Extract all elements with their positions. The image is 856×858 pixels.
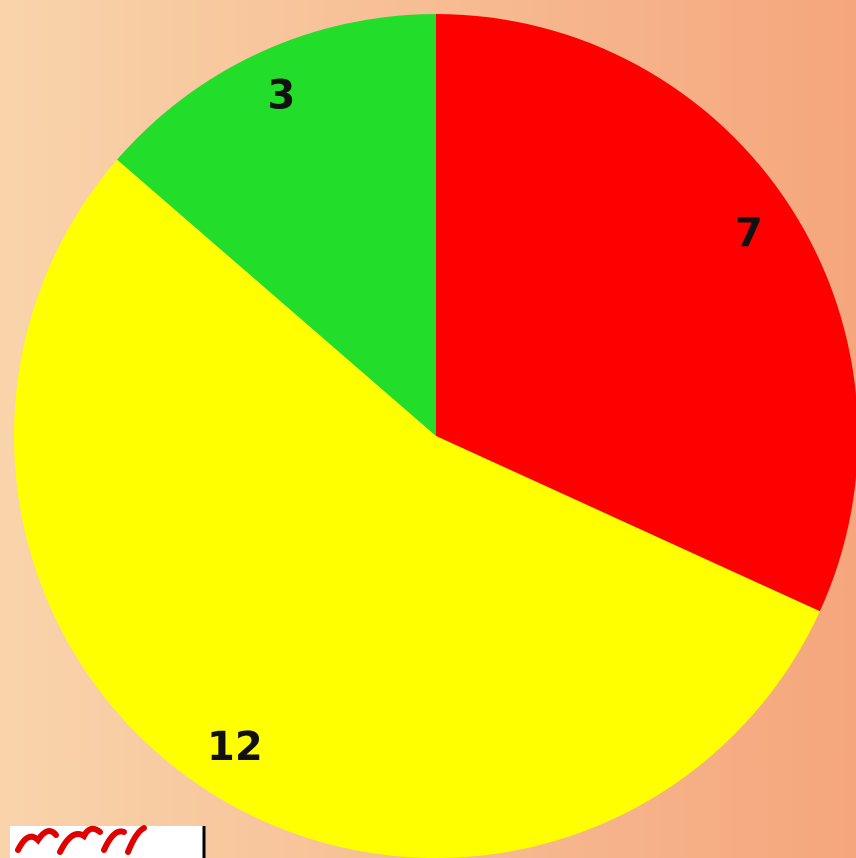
corner-logo	[10, 825, 206, 858]
pie: 7 12 3	[14, 14, 856, 858]
logo-scribble	[15, 825, 147, 855]
data-label: 3	[268, 73, 296, 119]
data-label: 7	[735, 210, 763, 256]
data-label: 12	[207, 724, 263, 770]
pie-slice	[14, 159, 820, 858]
pie-slice	[436, 14, 856, 612]
pie-slice	[117, 14, 437, 436]
